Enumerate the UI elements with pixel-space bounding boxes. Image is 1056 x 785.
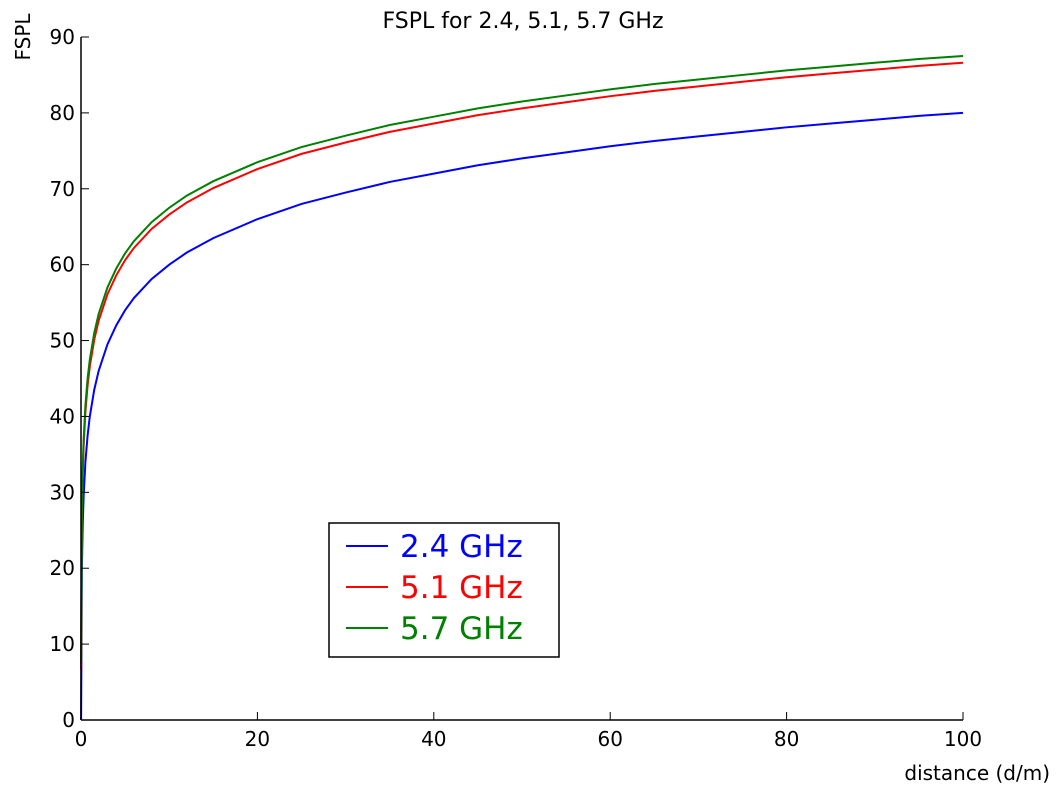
axis-ticks: 0 20 40 60 80 100 0 10 20 30 40 50 60 70 80 90 — [50, 25, 983, 751]
chart-title: FSPL for 2.4, 5.1, 5.7 GHz — [382, 9, 663, 34]
legend-label: 5.1 GHz — [400, 570, 523, 606]
legend: 2.4 GHz 5.1 GHz 5.7 GHz — [328, 522, 560, 658]
series-line-0 — [80, 111, 964, 721]
y-tick-label: 0 — [62, 708, 75, 732]
plot-frame — [80, 37, 963, 721]
x-tick-label: 0 — [75, 727, 88, 751]
legend-label: 2.4 GHz — [400, 529, 523, 565]
y-tick-label: 70 — [50, 177, 75, 201]
legend-label: 5.7 GHz — [400, 611, 523, 647]
x-tick-label: 80 — [774, 727, 799, 751]
y-axis-label: FSPL — [11, 13, 35, 61]
x-tick-label: 20 — [245, 727, 270, 751]
y-tick-label: 30 — [50, 480, 75, 504]
x-tick-label: 100 — [944, 727, 982, 751]
y-tick-label: 40 — [50, 404, 75, 428]
y-tick-label: 50 — [50, 329, 75, 353]
series-layer — [80, 54, 964, 721]
y-tick-label: 10 — [50, 632, 75, 656]
y-tick-label: 80 — [50, 101, 75, 125]
x-axis-label: distance (d/m) — [904, 761, 1050, 785]
series-line-2 — [80, 54, 964, 664]
x-tick-label: 60 — [597, 727, 622, 751]
y-tick-label: 60 — [50, 253, 75, 277]
x-tick-label: 40 — [421, 727, 446, 751]
y-tick-label: 20 — [50, 556, 75, 580]
y-tick-label: 90 — [50, 25, 75, 49]
